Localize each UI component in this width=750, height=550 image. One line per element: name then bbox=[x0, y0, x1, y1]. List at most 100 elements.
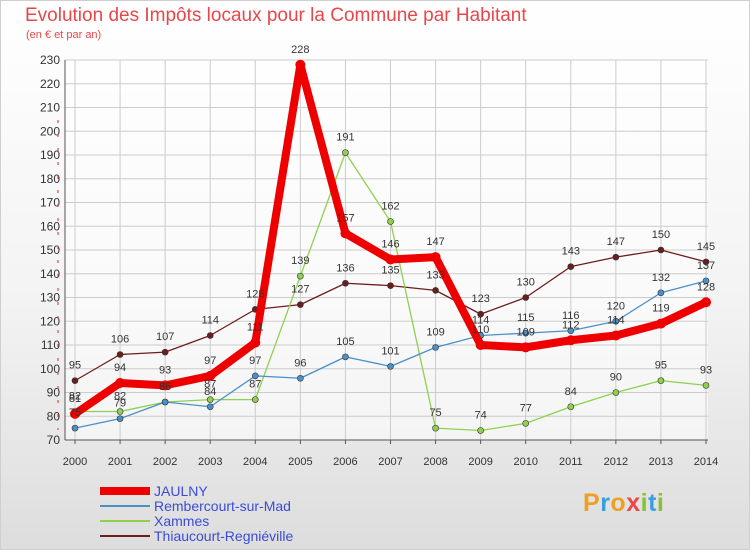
data-label: 157 bbox=[336, 212, 354, 224]
data-point bbox=[161, 348, 169, 356]
y-tick-label: 110 bbox=[41, 338, 60, 352]
data-label: 162 bbox=[381, 201, 399, 213]
data-point bbox=[657, 246, 665, 254]
data-point bbox=[342, 353, 349, 361]
data-label: 109 bbox=[426, 326, 444, 338]
data-label: 130 bbox=[517, 277, 535, 289]
data-label: 133 bbox=[426, 269, 444, 281]
data-point bbox=[206, 332, 214, 339]
data-point bbox=[430, 252, 441, 263]
data-point bbox=[477, 310, 484, 318]
series bbox=[70, 59, 711, 434]
data-label: 123 bbox=[471, 293, 489, 305]
y-tick-label: 150 bbox=[40, 243, 60, 257]
data-label: 132 bbox=[652, 272, 670, 284]
proxiti-logo: Proxiti bbox=[583, 489, 664, 518]
data-label: 191 bbox=[336, 132, 354, 144]
data-label: 87 bbox=[204, 379, 216, 391]
x-tick-label: 2001 bbox=[108, 456, 132, 468]
data-point bbox=[387, 218, 394, 225]
y-tick-label: 160 bbox=[40, 219, 60, 233]
data-label: 120 bbox=[607, 300, 625, 312]
data-label: 146 bbox=[381, 239, 399, 251]
data-point bbox=[477, 427, 484, 434]
data-label: 82 bbox=[114, 391, 126, 403]
data-label: 96 bbox=[294, 357, 306, 369]
data-point bbox=[71, 377, 79, 384]
chart-subtitle: (en € et par an) bbox=[26, 29, 102, 41]
data-label: 86 bbox=[159, 381, 171, 393]
data-label: 105 bbox=[336, 336, 354, 348]
data-label: 95 bbox=[69, 360, 81, 372]
data-label: 87 bbox=[249, 379, 261, 391]
data-label: 90 bbox=[610, 372, 622, 384]
legend-item-xammes: Xammes bbox=[100, 513, 360, 529]
data-point bbox=[522, 329, 530, 337]
y-tick-label: 230 bbox=[40, 53, 60, 67]
data-point bbox=[161, 398, 169, 406]
data-point bbox=[385, 254, 396, 265]
axes: 7080901001101201301401501601701801902002… bbox=[40, 53, 718, 468]
data-label: 82 bbox=[69, 391, 81, 403]
data-point bbox=[297, 374, 304, 382]
data-point bbox=[432, 424, 439, 432]
x-tick-label: 2014 bbox=[694, 456, 718, 468]
data-point bbox=[342, 279, 349, 287]
logo-letter: x bbox=[626, 489, 641, 517]
data-label: 137 bbox=[697, 260, 715, 272]
data-label: 119 bbox=[652, 303, 670, 315]
data-label: 75 bbox=[69, 407, 81, 419]
legend-swatch-jaulny bbox=[100, 487, 150, 495]
data-point bbox=[70, 408, 80, 419]
legend-swatch-thiaucourt bbox=[100, 535, 150, 537]
y-tick-label: 200 bbox=[40, 124, 60, 138]
legend-label-thiaucourt: Thiaucourt-Regniéville bbox=[154, 528, 294, 544]
data-point bbox=[340, 228, 351, 239]
data-point bbox=[432, 287, 439, 294]
data-label: 112 bbox=[562, 319, 580, 331]
y-tick-label: 140 bbox=[40, 267, 60, 281]
data-label: 114 bbox=[607, 315, 625, 327]
x-tick-label: 2005 bbox=[288, 456, 312, 468]
data-label: 81 bbox=[69, 393, 81, 405]
data-point bbox=[116, 351, 124, 358]
data-point bbox=[702, 258, 710, 266]
data-point bbox=[610, 330, 621, 341]
y-tick-label: 190 bbox=[40, 148, 60, 162]
data-point bbox=[655, 318, 666, 329]
data-label: 143 bbox=[562, 246, 580, 258]
data-point bbox=[432, 344, 439, 351]
data-point bbox=[612, 317, 620, 325]
data-label: 97 bbox=[204, 355, 216, 367]
data-point bbox=[342, 149, 349, 156]
data-point bbox=[475, 340, 486, 350]
data-point bbox=[612, 389, 620, 396]
legend-item-jaulny: JAULNY bbox=[100, 483, 360, 499]
data-point bbox=[657, 289, 665, 297]
y-tick-label: 210 bbox=[40, 101, 60, 115]
data-point bbox=[612, 253, 620, 261]
y-tick-label: 100 bbox=[40, 362, 60, 376]
data-label: 95 bbox=[655, 360, 667, 372]
data-label: 116 bbox=[562, 310, 580, 322]
x-tick-label: 2006 bbox=[333, 456, 357, 468]
data-label: 147 bbox=[607, 236, 625, 248]
legend-label-rembercourt: Rembercourt-sur-Mad bbox=[154, 498, 291, 514]
data-point bbox=[251, 396, 259, 403]
x-tick-label: 2011 bbox=[559, 456, 583, 468]
data-point bbox=[116, 415, 124, 422]
data-point bbox=[251, 372, 259, 380]
data-label: 101 bbox=[381, 345, 399, 357]
data-labels: 95 106 107 114 125 127 136 135 133 123 130 143 147 15… bbox=[69, 44, 715, 422]
y-tick-label: 90 bbox=[47, 386, 61, 400]
data-label: 84 bbox=[204, 386, 216, 398]
data-point bbox=[71, 424, 79, 432]
data-label: 111 bbox=[247, 322, 264, 334]
data-point bbox=[567, 403, 575, 411]
data-point bbox=[701, 297, 711, 308]
data-label: 109 bbox=[517, 326, 535, 338]
x-tick-label: 2007 bbox=[378, 456, 402, 468]
data-point bbox=[387, 363, 394, 370]
data-label: 114 bbox=[472, 315, 490, 327]
x-tick-label: 2008 bbox=[423, 456, 447, 468]
